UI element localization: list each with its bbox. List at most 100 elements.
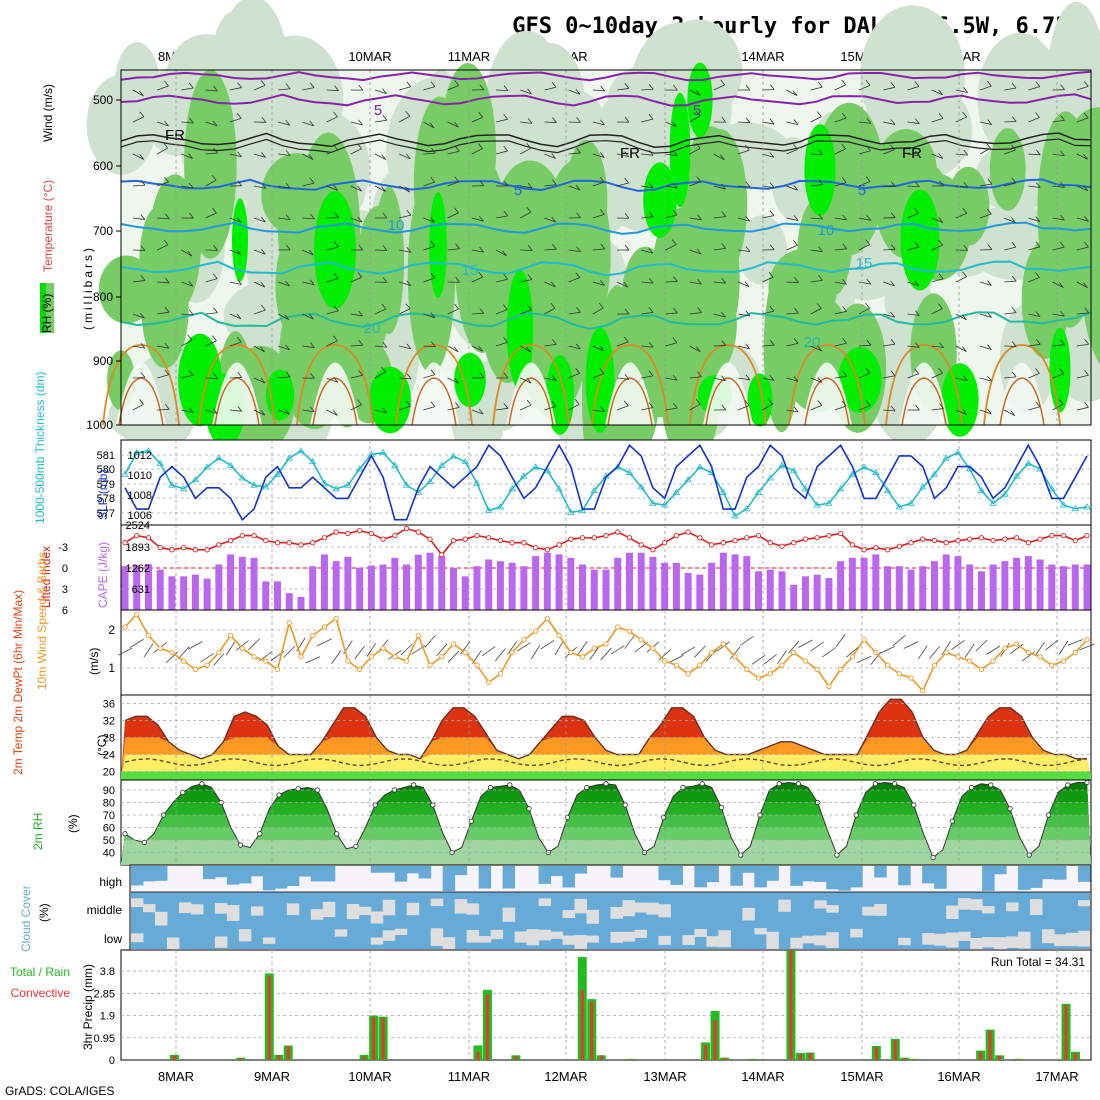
wind-barb-flag [1011, 371, 1017, 378]
wind-barb [447, 150, 460, 155]
temp-unit-label: (°C) [95, 735, 109, 756]
wind-barb-flag [769, 182, 775, 188]
cloud-mid-gap [502, 907, 516, 922]
cape-bar [602, 569, 610, 610]
wind-barb [955, 377, 968, 382]
thickness-point [355, 465, 364, 472]
wind-barb-flag [1084, 241, 1089, 248]
wind-barb-flag [720, 79, 725, 86]
surface-barb [610, 645, 625, 655]
thickness-point [660, 501, 669, 508]
cape-bar [825, 578, 833, 610]
wind-barb-flag [915, 181, 920, 188]
date-label-bottom: 15MAR [840, 1069, 883, 1084]
lifted-index-point [626, 535, 633, 541]
lifted-index-point [826, 532, 832, 539]
lifted-index-point [732, 537, 738, 544]
wind-barb [544, 153, 556, 159]
wind-barb-flag [890, 338, 896, 345]
wind-barb-flag [526, 377, 532, 384]
wind-barb [374, 345, 387, 348]
wind-barb-flag [793, 119, 799, 125]
wind-speed-point [157, 645, 163, 651]
wind-speed-point [310, 632, 316, 639]
lifted-index-point [368, 530, 375, 537]
wind-speed-point [450, 641, 457, 647]
wind-speed-point [708, 649, 715, 656]
slp-tick-label: 1006 [128, 510, 152, 522]
wind-barb [907, 185, 920, 188]
wind-barb [616, 153, 629, 158]
wind-barb [326, 149, 339, 155]
wind-barb [931, 308, 943, 315]
rh2m-point [1026, 852, 1032, 858]
wind-barb-flag [502, 250, 507, 257]
wind-barb-flag [358, 244, 364, 251]
wind-barb-flag [551, 281, 556, 288]
contour-label: 10 [388, 217, 405, 234]
surface-barb [739, 635, 754, 646]
lifted-index-point [568, 536, 574, 542]
lifted-index-point [849, 542, 856, 548]
wind-barb-flag [963, 149, 969, 156]
thickness-point [1012, 472, 1021, 479]
wind-barb-flag [697, 307, 702, 313]
wind-barb [181, 153, 193, 159]
wind-barb [157, 408, 170, 411]
wind-barb-flag [672, 150, 678, 157]
wind-barb [495, 89, 509, 91]
cloud-low-gap [526, 929, 540, 946]
cloud-high-bar [238, 866, 252, 884]
thickness-point [907, 499, 915, 506]
wind-barb-flag [793, 239, 798, 246]
wind-barb-flag [1084, 215, 1089, 222]
wind-barb [592, 181, 605, 187]
wind-barb-flag [503, 145, 508, 152]
wind-barb [979, 313, 992, 318]
wind-barb [157, 147, 168, 155]
cape-bar [661, 562, 669, 610]
wind-barb-flag [987, 344, 992, 350]
wind-speed-point [662, 658, 668, 664]
lifted-index-point [380, 536, 386, 542]
wind-speed-point [626, 628, 633, 634]
wind-barb-flag [1011, 177, 1017, 184]
wind-barb [181, 281, 193, 287]
warm-contour [788, 344, 866, 426]
wind-barb [665, 281, 678, 283]
wind-barb [253, 185, 266, 189]
wind-speed-point [122, 624, 128, 630]
wind-barb-flag [818, 179, 823, 185]
wind-barb-flag [987, 280, 992, 286]
cloud-mid-gap [862, 906, 875, 916]
wind-barb-flag [333, 410, 338, 416]
wind-barb [689, 148, 701, 155]
wind-barb [689, 312, 702, 315]
wind-barb-flag [818, 246, 823, 252]
wind-barb [181, 121, 194, 124]
wind-barb-flag [503, 85, 509, 91]
wind-barb-flag [261, 117, 267, 123]
wind-barb-flag [382, 407, 387, 414]
thickness-point [684, 476, 692, 483]
wind-barb-flag [189, 212, 194, 219]
cloud-low-gap [574, 935, 588, 949]
cloud-mid-gap [982, 906, 995, 914]
pressure-tick-label: 700 [93, 224, 113, 238]
wind-barb-flag [479, 308, 485, 314]
precip-panel-frame [120, 949, 1092, 1061]
wind-barb [979, 409, 992, 415]
wind-barb-flag [357, 185, 362, 192]
wind-barb-flag [308, 249, 314, 256]
thickness-point [179, 485, 188, 492]
thickness-point [637, 483, 645, 490]
surface-barb [366, 642, 377, 657]
date-label-bottom: 10MAR [348, 1069, 391, 1084]
wind-barb [423, 86, 436, 91]
date-label-bottom: 17MAR [1035, 1069, 1078, 1084]
wind-barb-flag [188, 407, 194, 413]
wind-barb-flag [213, 85, 218, 92]
surface-barb [798, 639, 813, 648]
